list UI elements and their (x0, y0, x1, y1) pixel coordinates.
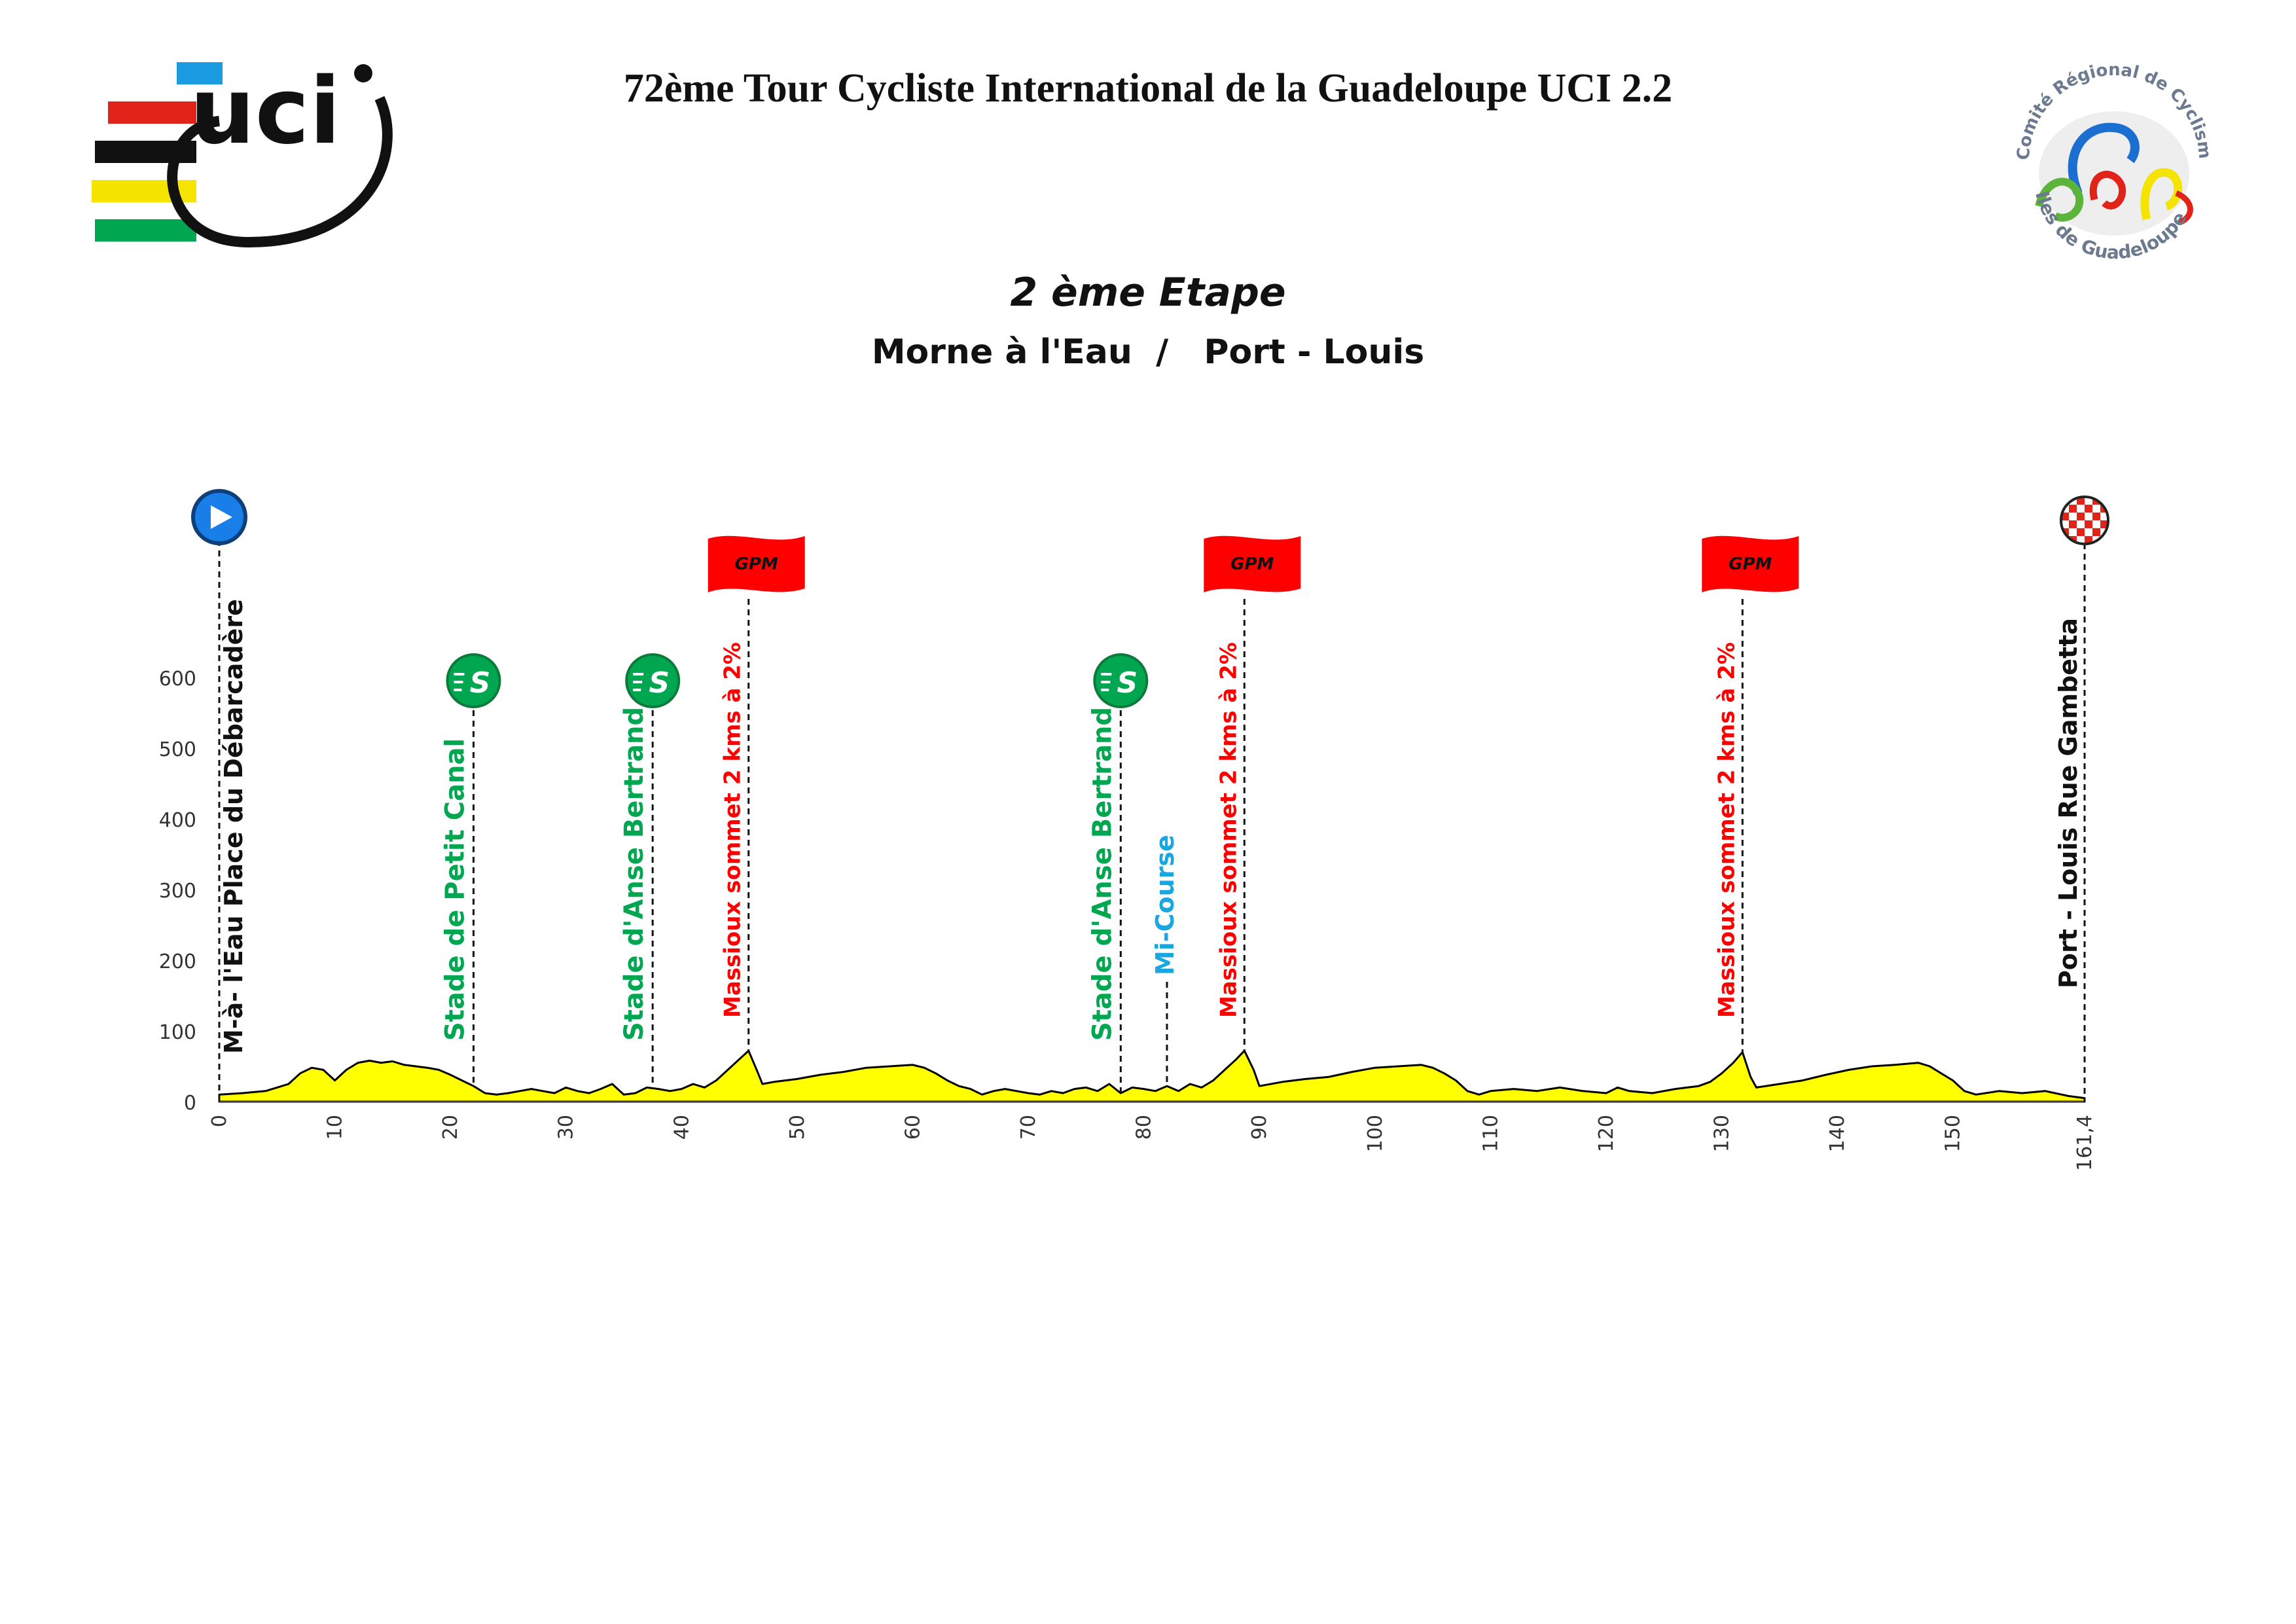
x-tick-label: 100 (1364, 1115, 1387, 1152)
uci-rainbow-stripes (92, 62, 223, 242)
sprint-icon (625, 653, 681, 708)
crc-blue-rider (2068, 122, 2140, 195)
page-title: 72ème Tour Cycliste International de la … (623, 66, 1673, 111)
x-tick-label: 120 (1595, 1115, 1618, 1152)
crc-red-loop (2089, 170, 2126, 209)
gpm-label: Massioux sommet 2 kms à 2% (720, 642, 746, 1018)
x-tick-label: 30 (555, 1115, 578, 1140)
finish-ring (2060, 496, 2109, 545)
gpm-flag-icon (708, 535, 805, 592)
x-tick-label: 161,4 (2073, 1115, 2096, 1171)
uci-logo: uci (92, 59, 393, 248)
mid-course-label: Mi-Course (1151, 835, 1179, 975)
y-tick-label: 500 (159, 738, 196, 761)
uci-wordmark: uci (190, 59, 341, 165)
finish-checker-cell (2092, 505, 2100, 513)
y-tick-label: 200 (159, 950, 196, 973)
gpm-flag-icon (1702, 535, 1799, 592)
y-tick-label: 300 (159, 880, 196, 903)
x-tick-label: 40 (670, 1115, 693, 1140)
x-tick-label: 110 (1479, 1115, 1502, 1152)
finish-checker-cell (2077, 528, 2085, 536)
crc-green-loop (2035, 177, 2084, 222)
finish-checker-cell (2069, 505, 2077, 513)
x-tick-label: 50 (786, 1115, 809, 1140)
crc-red-swoosh (2175, 190, 2193, 226)
uci-stripe (177, 62, 223, 84)
x-tick-label: 20 (439, 1115, 462, 1140)
crc-logo: Comité Régional de Cyclisme Iles de Guad… (2000, 62, 2215, 263)
finish-checker-cell (2069, 513, 2077, 520)
sprint-label: Stade d'Anse Bertrand (1087, 707, 1117, 1041)
gpm-flag-label: GPM (1729, 554, 1772, 574)
finish-label: Port - Louis Rue Gambetta (2054, 618, 2083, 988)
x-tick-label: 0 (208, 1115, 231, 1127)
finish-checker-cell (2077, 505, 2085, 513)
gpm-flag-label: GPM (1230, 554, 1274, 574)
x-tick-label: 60 (901, 1115, 924, 1140)
y-tick-label: 600 (159, 668, 196, 691)
finish-checker-cell (2069, 528, 2077, 536)
finish-icon (2060, 496, 2109, 545)
play-icon (211, 505, 232, 529)
finish-checker-cell (2085, 505, 2092, 513)
sprint-badge-label: S (649, 666, 670, 700)
finish-checker-cell (2092, 513, 2100, 520)
stage-title: 2 ème Etape (1010, 270, 1286, 316)
gpm-label: Massioux sommet 2 kms à 2% (1215, 642, 1242, 1018)
finish-checker-cell (2092, 520, 2100, 528)
sprint-badge-label: S (1117, 666, 1138, 700)
sprint-icon (446, 653, 501, 708)
x-tick-label: 80 (1133, 1115, 1156, 1140)
uci-dot (354, 64, 372, 82)
finish-checker-cell (2069, 520, 2077, 528)
y-tick-label: 100 (159, 1021, 196, 1044)
x-tick-label: 150 (1942, 1115, 1965, 1152)
finish-checker-cell (2085, 520, 2092, 528)
gpm-label: Massioux sommet 2 kms à 2% (1713, 642, 1740, 1018)
sprint-icon (1093, 653, 1149, 708)
sprint-badge-label: S (470, 666, 491, 700)
gpm-flag-icon (1204, 535, 1301, 592)
finish-checker-cell (2077, 513, 2085, 520)
uci-swoosh (167, 96, 393, 248)
y-tick-label: 400 (159, 809, 196, 832)
finish-checker-cell (2077, 520, 2085, 528)
elevation-area (218, 1049, 2086, 1103)
x-tick-label: 130 (1711, 1115, 1734, 1152)
finish-checker-cell (2085, 528, 2092, 536)
uci-stripe (95, 219, 196, 242)
sprint-label: Stade de Petit Canal (440, 738, 470, 1041)
gpm-flag-label: GPM (735, 554, 778, 574)
crc-yellow-loop (2140, 168, 2183, 221)
sprint-label: Stade d'Anse Bertrand (619, 707, 649, 1041)
finish-checker-cell (2092, 528, 2100, 536)
stage-route: Morne à l'Eau / Port - Louis (871, 333, 1425, 372)
start-label: M-à- l'Eau Place du Débarcadère (219, 599, 248, 1054)
finish-checker-cell (2085, 513, 2092, 520)
x-tick-label: 140 (1826, 1115, 1849, 1152)
y-tick-label: 0 (184, 1092, 196, 1115)
uci-stripe (108, 101, 196, 124)
x-tick-label: 90 (1248, 1115, 1271, 1140)
x-tick-label: 70 (1017, 1115, 1040, 1140)
x-tick-label: 10 (324, 1115, 347, 1140)
